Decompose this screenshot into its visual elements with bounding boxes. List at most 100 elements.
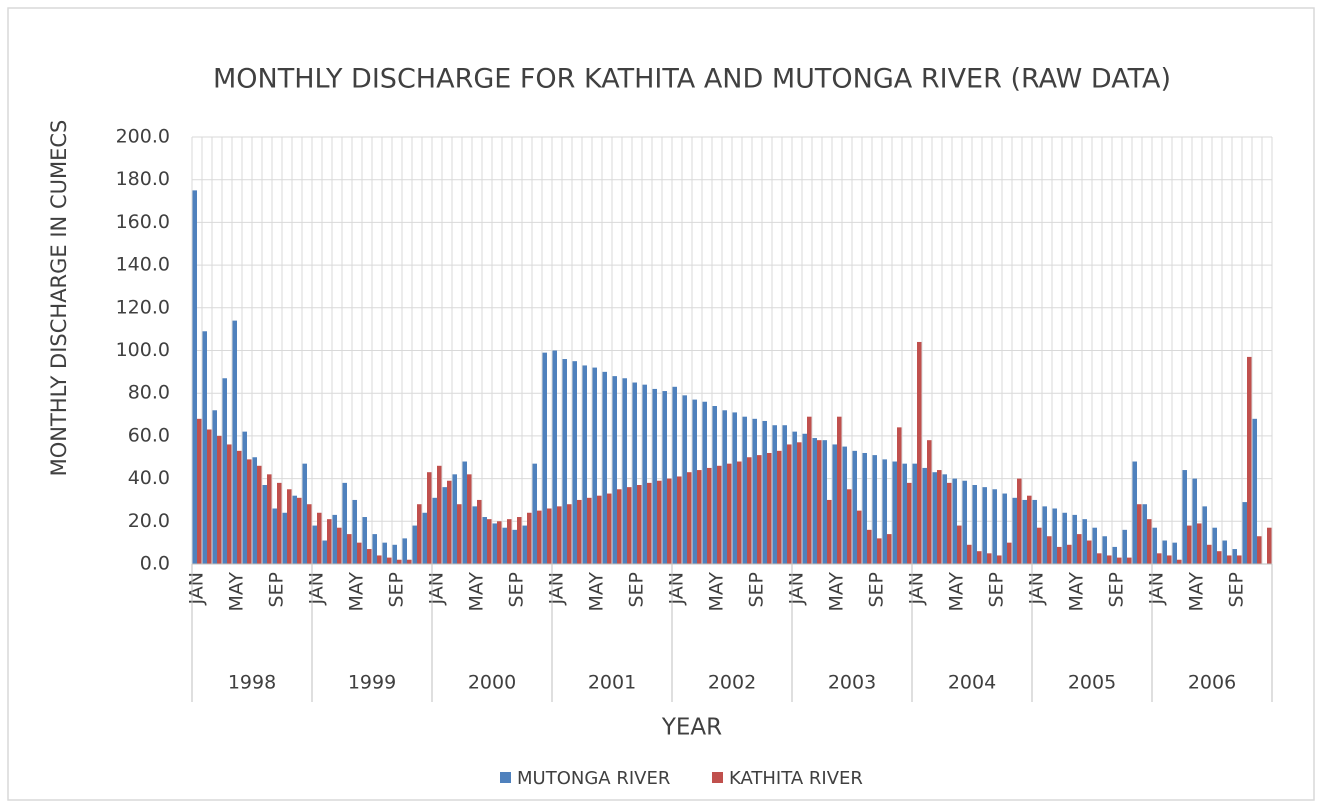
- x-tick-label: JAN: [186, 572, 208, 605]
- y-tick-label: 180.0: [116, 168, 170, 190]
- bar: [947, 482, 952, 564]
- bar: [1187, 525, 1192, 564]
- bar: [1032, 499, 1037, 564]
- bar: [452, 474, 457, 564]
- x-tick-label: JAN: [906, 572, 928, 605]
- bar: [917, 341, 922, 564]
- bar: [1217, 551, 1222, 564]
- bar: [402, 538, 407, 564]
- bar: [1067, 544, 1072, 564]
- y-tick-label: 80.0: [128, 382, 170, 404]
- bar: [407, 559, 412, 564]
- bar: [1062, 512, 1067, 564]
- x-tick-label: MAY: [826, 572, 848, 612]
- bar: [1117, 557, 1122, 564]
- legend-swatch: [712, 772, 723, 783]
- x-tick-label: JAN: [666, 572, 688, 605]
- bar: [842, 446, 847, 564]
- x-tick-label: SEP: [626, 572, 648, 608]
- bar: [577, 499, 582, 564]
- bar: [412, 525, 417, 564]
- bar: [207, 429, 212, 564]
- bar: [1077, 534, 1082, 564]
- bar: [787, 444, 792, 564]
- bar: [737, 461, 742, 564]
- x-tick-label: MAY: [586, 572, 608, 612]
- bar: [557, 506, 562, 564]
- bar: [562, 359, 567, 564]
- bar: [1267, 527, 1272, 564]
- x-tick-label: JAN: [1026, 572, 1048, 605]
- bar: [1087, 540, 1092, 564]
- bar: [672, 386, 677, 564]
- bar: [937, 470, 942, 564]
- bar: [352, 499, 357, 564]
- bar: [807, 416, 812, 564]
- bar: [517, 517, 522, 564]
- bar: [297, 497, 302, 564]
- bar: [877, 538, 882, 564]
- bar: [547, 508, 552, 564]
- bar: [752, 418, 757, 564]
- bar: [432, 497, 437, 564]
- bar: [277, 482, 282, 564]
- bar: [962, 480, 967, 564]
- bar: [667, 478, 672, 564]
- bar: [827, 499, 832, 564]
- bar: [1082, 519, 1087, 564]
- bar: [202, 331, 207, 564]
- bar: [867, 529, 872, 564]
- bar: [1107, 555, 1112, 564]
- bar: [437, 465, 442, 564]
- bar: [872, 455, 877, 564]
- bar: [472, 506, 477, 564]
- legend-swatch: [500, 772, 511, 783]
- bar: [847, 489, 852, 564]
- bar: [607, 493, 612, 564]
- bar: [997, 555, 1002, 564]
- bar: [287, 489, 292, 564]
- bar: [242, 431, 247, 564]
- bar: [812, 438, 817, 564]
- bar: [747, 457, 752, 564]
- x-tick-label: MAY: [1066, 572, 1088, 612]
- bar: [647, 482, 652, 564]
- bar: [662, 391, 667, 564]
- bar: [772, 425, 777, 564]
- bar: [367, 549, 372, 564]
- bar: [382, 542, 387, 564]
- y-tick-label: 140.0: [116, 254, 170, 276]
- year-label: 2000: [468, 672, 516, 694]
- bar: [212, 410, 217, 564]
- bar: [302, 463, 307, 564]
- bar: [502, 527, 507, 564]
- bar: [1167, 555, 1172, 564]
- bar: [782, 425, 787, 564]
- bar: [532, 463, 537, 564]
- bar: [992, 489, 997, 564]
- x-tick-label: JAN: [426, 572, 448, 605]
- bar: [1252, 418, 1257, 564]
- bar: [892, 461, 897, 564]
- bar: [482, 517, 487, 564]
- y-tick-label: 20.0: [128, 510, 170, 532]
- bar: [1007, 542, 1012, 564]
- bar: [427, 472, 432, 564]
- year-label: 2005: [1068, 672, 1116, 694]
- bar: [1202, 506, 1207, 564]
- bar: [462, 461, 467, 564]
- bar: [912, 463, 917, 564]
- x-tick-label: SEP: [1106, 572, 1128, 608]
- bar: [612, 376, 617, 564]
- bar: [722, 410, 727, 564]
- bar: [697, 470, 702, 564]
- y-tick-label: 200.0: [116, 126, 170, 148]
- bar: [837, 416, 842, 564]
- bar: [257, 465, 262, 564]
- bar: [447, 480, 452, 564]
- bar: [1037, 527, 1042, 564]
- bar: [417, 504, 422, 564]
- bar: [852, 450, 857, 564]
- bar: [832, 444, 837, 564]
